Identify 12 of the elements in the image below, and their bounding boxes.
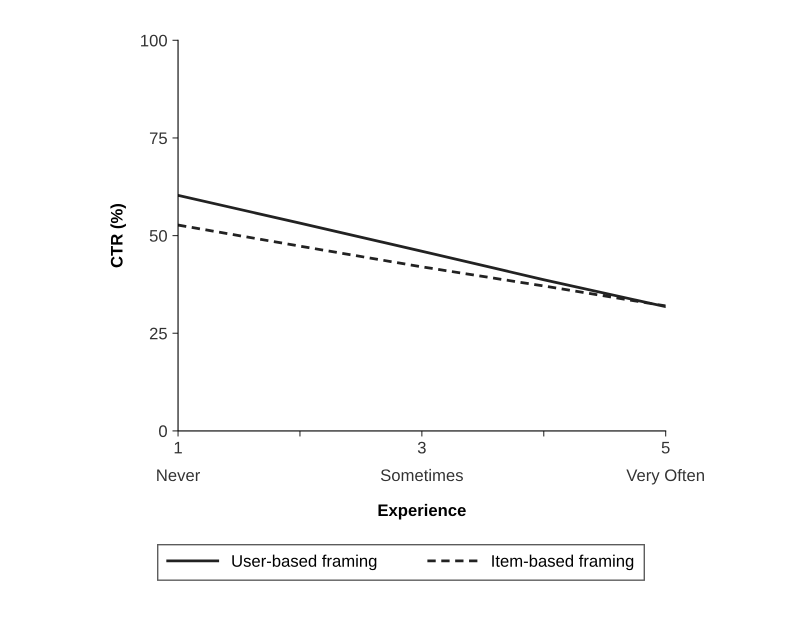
x-tick-label: 1 Never — [157, 442, 200, 482]
y-axis-title: CTR (%) — [110, 204, 126, 268]
x-tick-label: 3 Sometimes — [380, 442, 463, 482]
legend-label: Item-based framing — [492, 554, 634, 570]
y-tick-label: 75 — [150, 132, 167, 144]
y-tick-label: 25 — [150, 328, 167, 340]
x-tick-label: 5 Very Often — [626, 442, 704, 484]
y-tick-label: 100 — [141, 34, 167, 47]
y-tick-label: 50 — [150, 230, 167, 242]
legend-label: User-based framing — [232, 554, 376, 570]
x-axis-title: Experience — [378, 504, 466, 520]
y-tick-label: 0 — [159, 425, 167, 438]
